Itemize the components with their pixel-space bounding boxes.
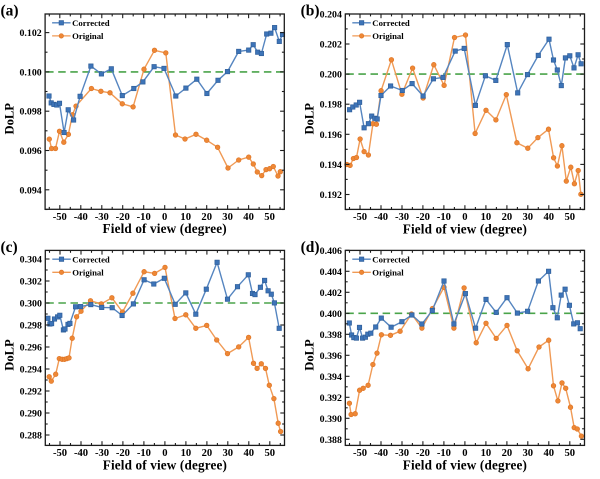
svg-text:Corrected: Corrected xyxy=(372,254,410,264)
svg-text:0.406: 0.406 xyxy=(320,246,342,257)
svg-text:0: 0 xyxy=(462,448,467,459)
svg-text:Corrected: Corrected xyxy=(72,254,110,264)
svg-text:40: 40 xyxy=(544,448,555,459)
svg-text:20: 20 xyxy=(201,212,212,223)
svg-text:0.204: 0.204 xyxy=(320,9,342,20)
svg-text:10: 10 xyxy=(481,212,492,223)
svg-text:20: 20 xyxy=(502,212,513,223)
svg-text:Original: Original xyxy=(72,267,104,277)
svg-text:0.096: 0.096 xyxy=(19,146,41,157)
svg-text:Corrected: Corrected xyxy=(72,18,110,28)
svg-text:0.198: 0.198 xyxy=(320,100,342,111)
svg-text:DoLP: DoLP xyxy=(3,339,17,371)
svg-text:0.300: 0.300 xyxy=(20,299,42,310)
svg-text:-10: -10 xyxy=(437,448,451,459)
svg-text:50: 50 xyxy=(265,448,276,459)
svg-text:Corrected: Corrected xyxy=(372,18,410,28)
svg-text:0.388: 0.388 xyxy=(320,435,342,446)
svg-text:10: 10 xyxy=(180,212,191,223)
svg-text:-50: -50 xyxy=(53,212,67,223)
svg-text:0.102: 0.102 xyxy=(19,28,41,39)
svg-text:0: 0 xyxy=(462,212,467,223)
svg-text:0.298: 0.298 xyxy=(20,321,42,332)
svg-text:50: 50 xyxy=(264,212,275,223)
svg-text:-30: -30 xyxy=(95,448,109,459)
svg-text:Original: Original xyxy=(372,267,404,277)
svg-text:-10: -10 xyxy=(137,448,151,459)
svg-text:DoLP: DoLP xyxy=(2,103,16,135)
svg-text:0.302: 0.302 xyxy=(20,277,42,288)
svg-text:20: 20 xyxy=(202,448,213,459)
svg-text:Field of view (degree): Field of view (degree) xyxy=(103,221,227,236)
svg-text:0.196: 0.196 xyxy=(320,130,342,141)
svg-text:0.100: 0.100 xyxy=(19,67,41,78)
svg-text:50: 50 xyxy=(565,448,576,459)
svg-text:0: 0 xyxy=(162,212,167,223)
svg-text:10: 10 xyxy=(481,448,492,459)
svg-text:0.390: 0.390 xyxy=(320,414,342,425)
svg-text:0.200: 0.200 xyxy=(320,70,342,81)
svg-text:0.098: 0.098 xyxy=(19,107,41,118)
svg-text:-20: -20 xyxy=(416,212,430,223)
svg-text:Field of view (degree): Field of view (degree) xyxy=(403,221,527,236)
svg-text:(b): (b) xyxy=(301,3,320,20)
svg-text:0: 0 xyxy=(162,448,167,459)
svg-text:Original: Original xyxy=(72,31,104,41)
svg-text:0.404: 0.404 xyxy=(320,267,342,278)
svg-text:-30: -30 xyxy=(395,448,409,459)
svg-text:0.290: 0.290 xyxy=(20,409,42,420)
svg-text:0.192: 0.192 xyxy=(320,190,342,201)
svg-text:30: 30 xyxy=(523,212,534,223)
svg-text:30: 30 xyxy=(523,448,534,459)
svg-text:-40: -40 xyxy=(74,212,88,223)
svg-text:0.392: 0.392 xyxy=(320,393,342,404)
svg-text:40: 40 xyxy=(243,212,254,223)
svg-text:0.402: 0.402 xyxy=(320,288,342,299)
svg-text:40: 40 xyxy=(544,212,555,223)
svg-text:0.394: 0.394 xyxy=(320,372,342,383)
svg-text:-10: -10 xyxy=(137,212,151,223)
svg-text:-20: -20 xyxy=(116,212,130,223)
svg-text:0.194: 0.194 xyxy=(320,160,342,171)
svg-text:-20: -20 xyxy=(116,448,130,459)
svg-text:-20: -20 xyxy=(416,448,430,459)
svg-text:DoLP: DoLP xyxy=(303,339,317,371)
svg-text:0.396: 0.396 xyxy=(320,351,342,362)
svg-text:DoLP: DoLP xyxy=(303,103,317,135)
svg-text:0.304: 0.304 xyxy=(20,255,42,266)
svg-text:0.400: 0.400 xyxy=(320,309,342,320)
svg-text:0.398: 0.398 xyxy=(320,330,342,341)
svg-text:-10: -10 xyxy=(437,212,451,223)
svg-text:40: 40 xyxy=(244,448,255,459)
svg-text:Field of view (degree): Field of view (degree) xyxy=(403,457,527,472)
svg-text:(a): (a) xyxy=(1,3,19,20)
svg-text:Original: Original xyxy=(372,31,404,41)
svg-text:-40: -40 xyxy=(374,448,388,459)
svg-text:0.288: 0.288 xyxy=(20,431,42,442)
svg-text:-40: -40 xyxy=(74,448,88,459)
svg-text:-40: -40 xyxy=(374,212,388,223)
svg-text:30: 30 xyxy=(223,448,234,459)
svg-text:Field of view (degree): Field of view (degree) xyxy=(103,457,227,472)
svg-text:-30: -30 xyxy=(95,212,109,223)
svg-text:-50: -50 xyxy=(53,448,67,459)
svg-text:0.094: 0.094 xyxy=(19,185,41,196)
svg-text:0.294: 0.294 xyxy=(20,365,42,376)
svg-text:0.296: 0.296 xyxy=(20,343,42,354)
svg-text:(d): (d) xyxy=(301,239,320,256)
svg-text:50: 50 xyxy=(565,212,576,223)
svg-text:-30: -30 xyxy=(395,212,409,223)
svg-text:20: 20 xyxy=(502,448,513,459)
svg-text:-50: -50 xyxy=(353,212,367,223)
svg-text:10: 10 xyxy=(181,448,192,459)
svg-text:0.202: 0.202 xyxy=(320,40,342,51)
svg-text:-50: -50 xyxy=(353,448,367,459)
svg-text:0.292: 0.292 xyxy=(20,387,42,398)
svg-text:(c): (c) xyxy=(1,239,18,256)
svg-text:30: 30 xyxy=(222,212,233,223)
